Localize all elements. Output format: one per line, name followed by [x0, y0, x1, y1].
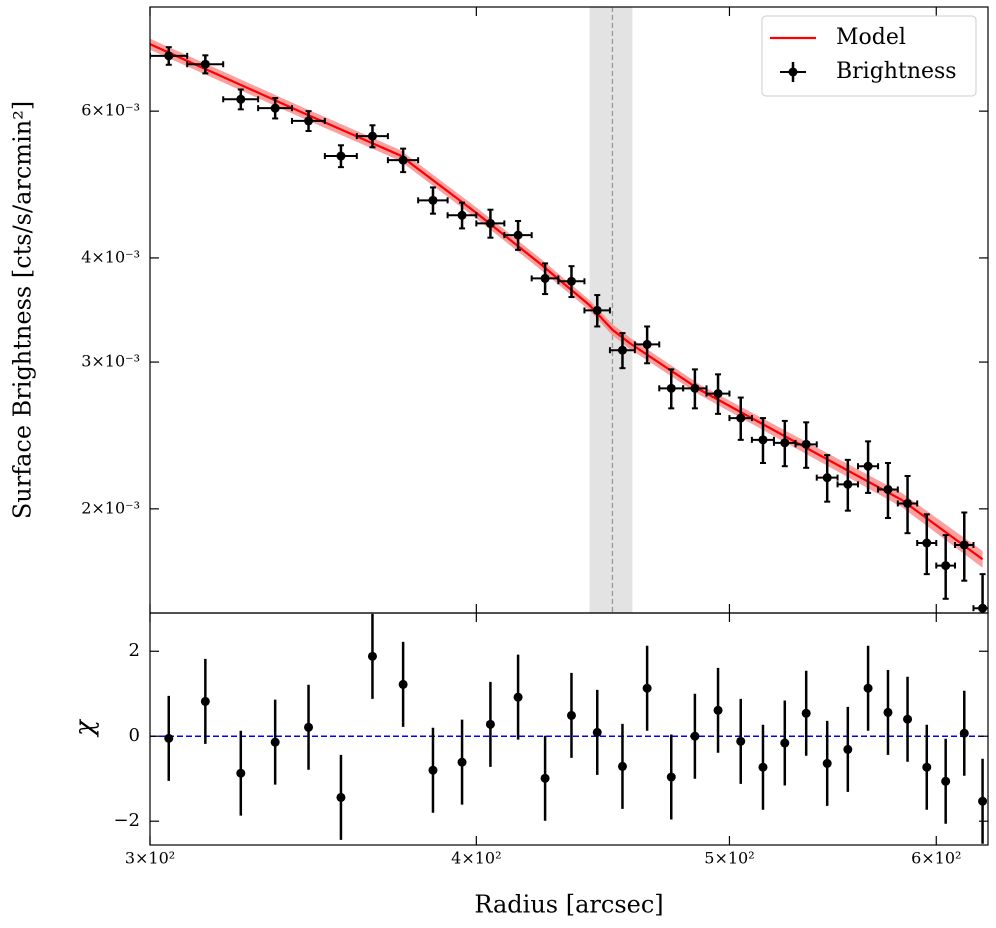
data-point	[200, 696, 210, 706]
data-point	[801, 708, 811, 718]
data-point	[690, 731, 700, 741]
data-point	[428, 765, 438, 775]
data-point	[164, 51, 174, 61]
data-point	[367, 131, 377, 141]
data-point	[398, 155, 408, 165]
plot-area	[150, 7, 988, 613]
data-point	[903, 714, 913, 724]
y-axis-label: Surface Brightness [cts/s/arcmin²]	[9, 101, 37, 519]
data-point	[304, 722, 314, 732]
data-point	[922, 538, 932, 548]
data-point	[883, 484, 893, 494]
y-tick-label: 0	[129, 725, 140, 746]
data-point	[642, 339, 652, 349]
data-point	[642, 683, 652, 693]
data-point	[959, 728, 969, 738]
data-point	[236, 94, 246, 104]
data-point	[270, 103, 280, 113]
data-point	[713, 705, 723, 715]
y-tick-label: 2×10⁻³	[81, 498, 140, 517]
data-point	[863, 683, 873, 693]
data-point	[780, 738, 790, 748]
y-tick-label: 2	[129, 640, 140, 661]
data-point	[367, 651, 377, 661]
data-point	[822, 758, 832, 768]
data-point	[758, 435, 768, 445]
data-point	[666, 772, 676, 782]
data-point	[592, 305, 602, 315]
plot-area	[150, 613, 988, 844]
axes-frame	[149, 612, 989, 846]
data-point	[513, 230, 523, 240]
data-point	[666, 383, 676, 393]
data-point	[941, 776, 951, 786]
data-point	[398, 679, 408, 689]
x-tick-label: 4×10²	[451, 849, 501, 868]
data-point	[736, 413, 746, 423]
data-point	[200, 59, 210, 69]
data-point	[428, 195, 438, 205]
data-point	[270, 737, 280, 747]
data-point	[690, 383, 700, 393]
y-tick-label: 4×10⁻³	[81, 247, 140, 266]
legend-label: Brightness	[836, 59, 957, 84]
data-point	[336, 792, 346, 802]
data-point	[978, 603, 988, 613]
data-point	[922, 762, 932, 772]
data-point	[843, 744, 853, 754]
x-axis-label: Radius [arcsec]	[474, 891, 663, 919]
legend-swatch	[788, 67, 798, 77]
data-point	[801, 439, 811, 449]
data-point	[903, 498, 913, 508]
y-tick-label: 3×10⁻³	[81, 352, 140, 371]
legend-label: Model	[836, 25, 906, 50]
x-tick-label: 5×10²	[704, 849, 754, 868]
data-point	[736, 736, 746, 746]
data-point	[941, 561, 951, 571]
x-tick-label: 3×10²	[125, 849, 175, 868]
data-point	[485, 719, 495, 729]
data-point	[863, 461, 873, 471]
data-point	[336, 151, 346, 161]
data-point	[617, 761, 627, 771]
data-point	[566, 276, 576, 286]
data-point	[617, 345, 627, 355]
data-point	[883, 707, 893, 717]
y-axis-label: χ	[70, 718, 100, 738]
data-point	[843, 479, 853, 489]
model-line	[150, 43, 984, 561]
model-band	[150, 38, 983, 568]
data-point	[780, 438, 790, 448]
data-point	[592, 727, 602, 737]
legend-box	[761, 15, 977, 97]
data-point	[513, 692, 523, 702]
data-point	[566, 710, 576, 720]
data-point	[457, 210, 467, 220]
data-point	[236, 768, 246, 778]
data-point	[758, 762, 768, 772]
data-point	[978, 796, 988, 806]
data-point	[959, 540, 969, 550]
y-tick-label: 6×10⁻³	[81, 101, 140, 120]
data-point	[540, 273, 550, 283]
data-point	[713, 389, 723, 399]
data-point	[540, 773, 550, 783]
data-point	[457, 757, 467, 767]
data-point	[304, 116, 314, 126]
data-point	[485, 218, 495, 228]
y-tick-label: −2	[113, 810, 140, 831]
data-point	[822, 473, 832, 483]
x-tick-label: 6×10²	[911, 849, 961, 868]
data-point	[164, 733, 174, 743]
